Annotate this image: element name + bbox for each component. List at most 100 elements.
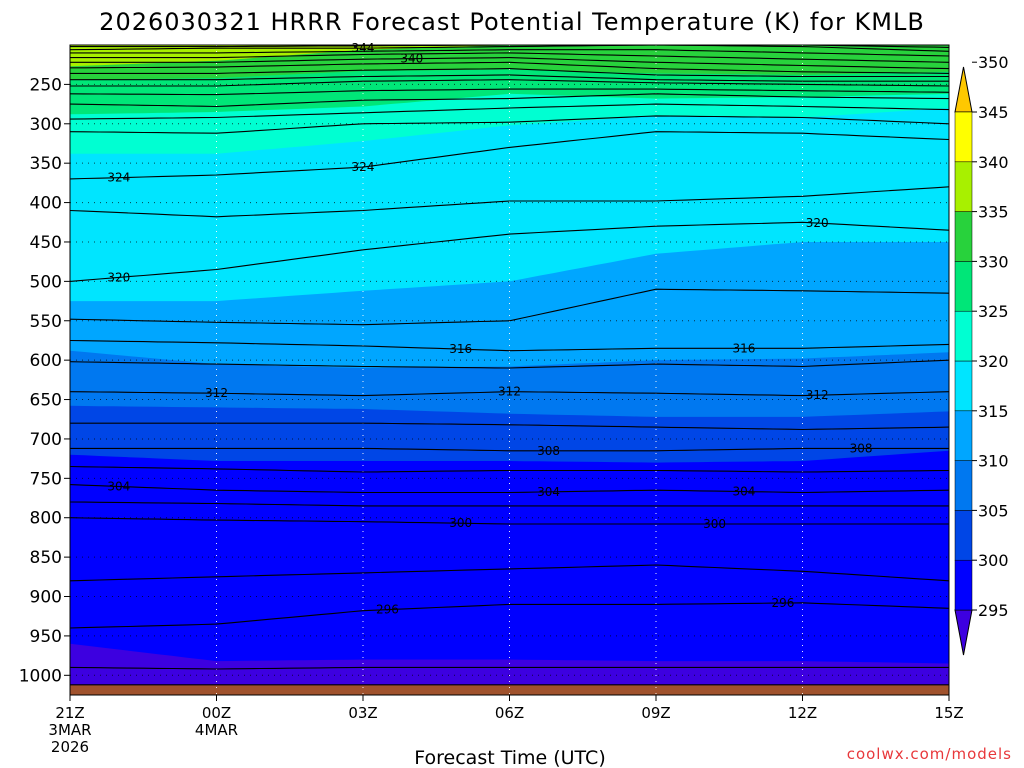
x-tick-label: 4MAR [195,721,238,739]
contour-line-25 [70,57,949,70]
x-tick-label: 09Z [641,704,670,722]
contour-line-23 [70,68,949,78]
y-tick-label: 900 [30,588,62,608]
x-axis-label: Forecast Time (UTC) [414,747,605,768]
x-tick-label: 21Z [55,704,84,722]
contour-label-300: 300 [703,517,726,531]
contour-line-8 [70,447,949,452]
contour-line-1 [70,666,949,670]
contour-line-6 [70,484,949,494]
colorbar-label: 310 [978,452,1009,471]
colorbar-segment-300 [954,559,973,611]
colorbar-segment-325 [954,310,973,362]
contour-label-308: 308 [850,441,873,455]
contour-label-296: 296 [772,596,795,610]
contour-line-24 [70,61,949,74]
colorbar-label: 345 [978,103,1009,122]
contour-label-320: 320 [806,216,829,230]
contour-line-12 [70,339,949,352]
contour-line-13 [70,288,949,326]
contour-label-340: 340 [400,52,423,66]
colorbar-segment-335 [954,211,973,262]
grid-layer [70,45,949,695]
y-tick-label: 350 [30,154,62,174]
contour-line-20 [70,88,949,96]
colorbar-label: 335 [978,203,1009,222]
contour-line-7 [70,465,949,473]
ground-surface [70,684,949,695]
pressure-axis: 250 300 350 400 450 500 550 600 650 700 750 800 850 9… [19,75,70,686]
contour-line-28 [70,45,949,52]
colorbar-label: 350 [978,53,1009,72]
contour-line-19 [70,93,949,108]
contour-label-312: 312 [498,385,521,399]
x-tick-label: 15Z [934,704,963,722]
y-tick-label: 600 [30,351,62,371]
colorbar-label: 320 [978,352,1009,371]
colorbar-segment-310 [954,460,973,511]
colorbar: 295 300 305 310 315 320 325 330 335 340 345 350 [954,53,1009,656]
y-tick-label: 400 [30,194,62,214]
contour-line-15 [70,186,949,218]
x-tick-label: 12Z [788,704,817,722]
y-tick-label: 800 [30,509,62,529]
contour-line-9 [70,422,949,431]
credit-link[interactable]: coolwx.com/models [847,745,1012,763]
colorbar-segment-305 [954,510,973,561]
colorbar-label: 295 [978,601,1009,620]
contour-line-10 [70,391,949,397]
colorbar-label: 330 [978,252,1009,271]
y-tick-label: 300 [30,115,62,135]
theta-band-340 [70,45,949,67]
y-tick-label: 650 [30,391,62,411]
y-tick-label: 1000 [19,666,62,686]
colorbar-label: 325 [978,302,1009,321]
y-tick-label: 450 [30,233,62,253]
contour-line-17 [70,115,949,134]
contour-line-18 [70,103,949,120]
contour-label-324: 324 [352,160,375,174]
contour-label-304: 304 [732,485,755,499]
colorbar-label: 305 [978,501,1009,520]
contour-label-304: 304 [107,479,130,493]
x-tick-label: 2026 [51,738,89,756]
y-tick-label: 850 [30,548,62,568]
contour-layer [70,45,949,686]
colorbar-segment-330 [954,261,973,312]
y-tick-label: 750 [30,469,62,489]
contour-label-308: 308 [537,444,560,458]
y-tick-label: 250 [30,75,62,95]
y-tick-label: 550 [30,312,62,332]
contour-label-300: 300 [449,516,472,530]
y-tick-label: 700 [30,430,62,450]
contour-line-3 [70,564,949,582]
temperature-fill-layer [70,45,949,685]
x-tick-label: 06Z [495,704,524,722]
contour-line-27 [70,49,949,57]
contour-line-11 [70,359,949,369]
contour-label-312: 312 [806,388,829,402]
contour-line-2 [70,602,949,629]
contour-line-14 [70,221,949,282]
colorbar-label: 315 [978,402,1009,421]
contour-label-304: 304 [537,485,560,499]
y-tick-label: 950 [30,627,62,647]
ground-layer [70,684,949,695]
colorbar-segment-340 [954,161,973,212]
colorbar-segment-320 [954,360,973,412]
colorbar-extend-low [954,609,973,656]
contour-label-312: 312 [205,386,228,400]
colorbar-label: 340 [978,153,1009,172]
colorbar-extend-high [954,66,973,113]
x-tick-label: 00Z [202,704,231,722]
contour-label-316: 316 [732,341,755,355]
colorbar-segment-315 [954,410,973,461]
y-tick-label: 500 [30,272,62,292]
contour-line-16 [70,131,949,180]
contour-label-296: 296 [376,603,399,617]
colorbar-label: 300 [978,551,1009,570]
contour-label-layer: 296 296 300 300 304 304 304 308 308 312 312 312 316 3… [107,41,873,617]
contour-label-316: 316 [449,342,472,356]
